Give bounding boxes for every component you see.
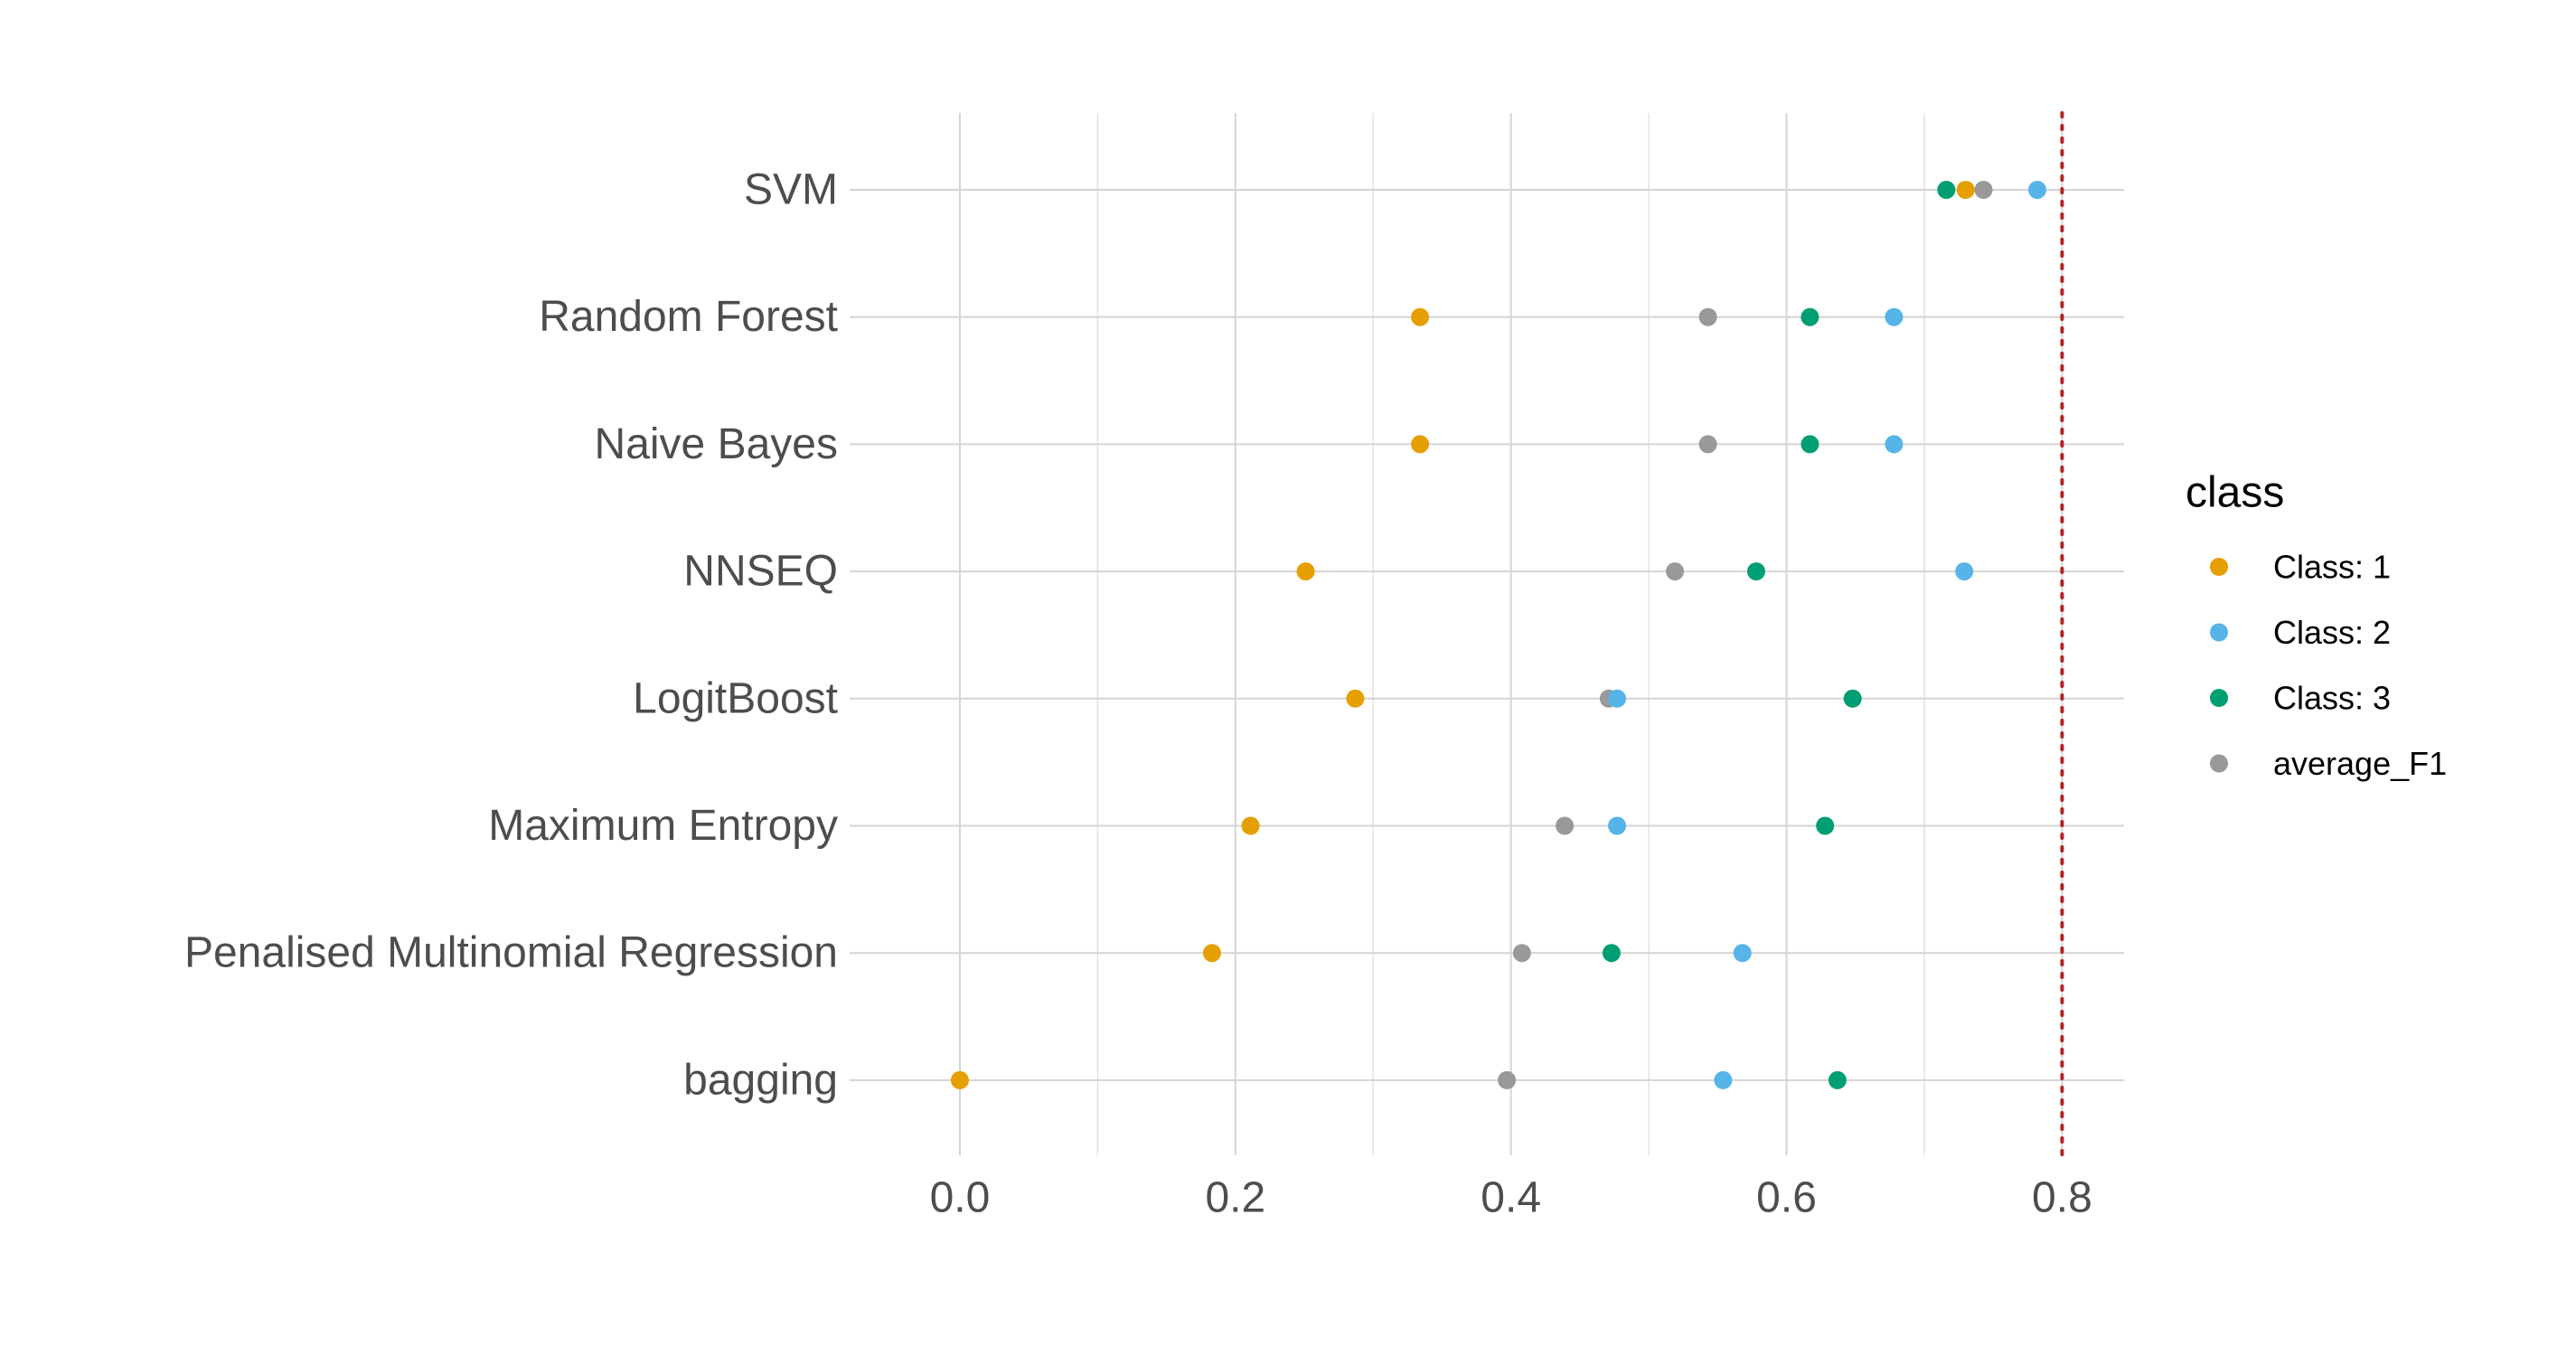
legend-title: class (2186, 469, 2284, 517)
x-tick-label: 0.0 (930, 1174, 991, 1222)
data-point (1955, 562, 1974, 581)
data-point (1714, 1070, 1733, 1089)
data-point (1937, 181, 1956, 199)
data-point (1411, 435, 1430, 454)
data-point (1608, 689, 1627, 708)
legend-key (2210, 754, 2228, 773)
y-tick-label: bagging (683, 1056, 838, 1104)
data-point (950, 1070, 969, 1089)
data-point (1828, 1070, 1847, 1089)
data-point (1956, 181, 1975, 199)
data-point (1885, 435, 1904, 454)
y-tick-label: Naive Bayes (595, 420, 838, 468)
x-tick-label: 0.8 (2032, 1174, 2092, 1222)
legend-label: average_F1 (2273, 745, 2447, 782)
data-point (1698, 435, 1717, 454)
data-point (1885, 307, 1904, 326)
x-tick-label: 0.2 (1205, 1174, 1265, 1222)
data-point (1843, 689, 1862, 708)
data-point (1800, 435, 1819, 454)
legend-key (2210, 558, 2228, 576)
data-point (1296, 562, 1315, 581)
data-point (1698, 307, 1717, 326)
y-tick-label: Penalised Multinomial Regression (184, 929, 838, 977)
legend-label: Class: 1 (2273, 549, 2391, 586)
data-point (1556, 816, 1575, 835)
legend: class Class: 1 Class: 2 Class: 3 average_F1 (2186, 469, 2447, 783)
data-point (1498, 1070, 1517, 1089)
data-point (1512, 944, 1531, 963)
data-point (1241, 816, 1260, 835)
y-axis-labels: SVM Random Forest Naive Bayes NNSEQ LogitBoo… (184, 166, 838, 1105)
x-axis-tick-labels: 0.0 0.2 0.4 0.6 0.8 (930, 1174, 2092, 1222)
data-point (1602, 944, 1621, 963)
y-tick-label: LogitBoost (633, 674, 838, 722)
y-tick-label: SVM (744, 166, 838, 214)
grid-lines (850, 113, 2124, 1155)
data-point (1666, 562, 1685, 581)
data-point (1733, 944, 1752, 963)
data-point (1346, 689, 1365, 708)
data-point (1974, 181, 1993, 199)
x-tick-label: 0.6 (1756, 1174, 1817, 1222)
y-tick-label: Random Forest (539, 293, 838, 341)
data-point (1800, 307, 1819, 326)
legend-label: Class: 3 (2273, 680, 2391, 717)
data-point (1816, 816, 1835, 835)
y-tick-label: Maximum Entropy (488, 802, 838, 850)
data-point (2027, 181, 2046, 199)
data-point (1202, 944, 1221, 963)
legend-key (2210, 623, 2228, 642)
y-tick-label: NNSEQ (683, 548, 838, 596)
data-points (950, 181, 2046, 1089)
x-tick-label: 0.4 (1481, 1174, 1541, 1222)
data-point (1608, 816, 1627, 835)
legend-label: Class: 2 (2273, 614, 2391, 651)
data-point (1747, 562, 1766, 581)
legend-key (2210, 689, 2228, 707)
data-point (1411, 307, 1430, 326)
